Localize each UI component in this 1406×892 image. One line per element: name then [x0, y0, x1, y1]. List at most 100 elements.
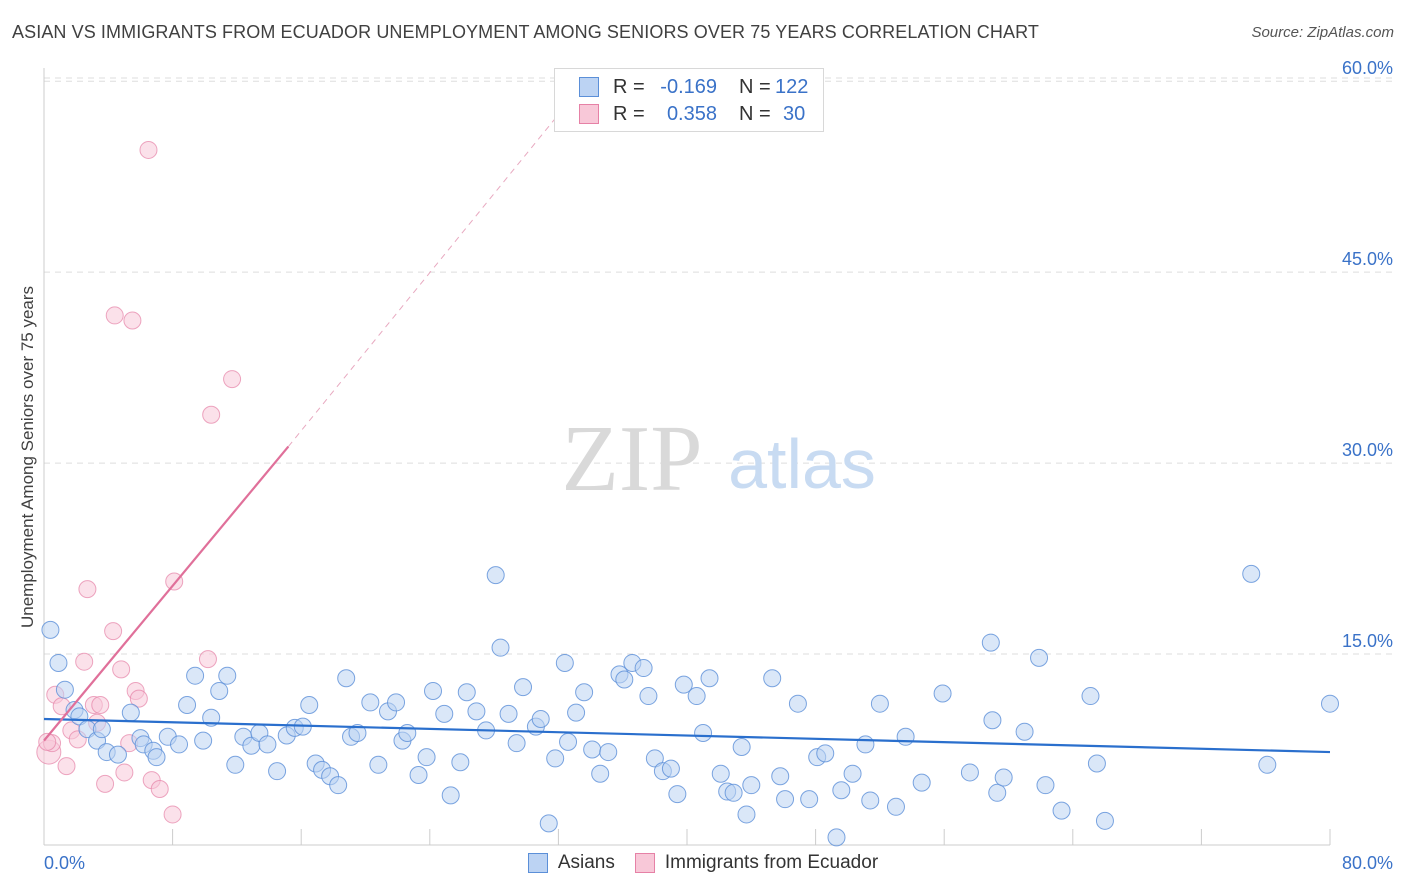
asian-point: [827, 828, 846, 847]
ecuador-point: [198, 650, 217, 669]
n-value: 30: [783, 102, 806, 125]
axis-layer: [43, 68, 1331, 846]
ecuador-point: [163, 805, 182, 824]
ecuador-point: [96, 774, 115, 793]
asian-point: [788, 694, 807, 713]
y-tick-label: 30.0%: [1342, 440, 1393, 460]
grid-layer: [44, 77, 1394, 655]
asian-point: [555, 653, 574, 672]
x-tick-label: 0.0%: [44, 853, 85, 873]
asian-point: [491, 638, 510, 657]
n-label: N =: [739, 75, 771, 98]
legend-row-asians: R = -0.169 N = 122: [579, 75, 808, 99]
asian-point: [170, 735, 189, 754]
asian-point: [329, 776, 348, 795]
asian-point: [1321, 694, 1339, 713]
ecuador-point: [112, 660, 131, 679]
asian-point: [870, 694, 889, 713]
ecuador-point: [150, 779, 169, 798]
n-label: N =: [739, 102, 771, 125]
asian-point: [861, 791, 880, 810]
asian-point: [41, 620, 60, 639]
asian-point: [567, 703, 586, 722]
legend-item-ecuador[interactable]: Immigrants from Ecuador: [634, 852, 879, 874]
ecuador-point: [123, 311, 142, 330]
asian-point: [398, 723, 417, 742]
legend-item-asians[interactable]: Asians: [527, 852, 615, 874]
watermark: ZIP atlas: [562, 407, 876, 511]
asian-point: [559, 732, 578, 751]
asian-point: [417, 748, 436, 767]
asian-point: [210, 681, 229, 700]
asian-point: [674, 675, 693, 694]
asian-point: [599, 743, 618, 762]
asian-point: [361, 693, 380, 712]
ecuador-point: [105, 306, 124, 325]
asian-point: [983, 711, 1002, 730]
asian-point: [1052, 801, 1071, 820]
y-tick-label: 60.0%: [1342, 58, 1393, 78]
legend-label: Immigrants from Ecuador: [664, 852, 879, 873]
asian-point: [1030, 648, 1049, 667]
asian-point: [55, 680, 74, 699]
pink-swatch: [634, 853, 655, 873]
blue-point-layer: [41, 564, 1339, 847]
asian-point: [258, 735, 277, 754]
ecuador-point: [91, 695, 110, 714]
r-label: R =: [613, 102, 645, 125]
ecuador-point: [139, 140, 158, 159]
ecuador-point: [38, 732, 57, 751]
n-value: 122: [775, 75, 809, 98]
asian-point: [147, 748, 166, 767]
asian-point: [700, 669, 719, 688]
asian-point: [194, 731, 213, 750]
asian-point: [300, 695, 319, 714]
asian-point: [435, 704, 454, 723]
pink-swatch: [579, 104, 599, 124]
blue-swatch: [527, 853, 548, 873]
asian-point: [178, 695, 197, 714]
asian-point: [724, 783, 743, 802]
asian-point: [186, 666, 205, 685]
asian-point: [661, 759, 680, 778]
asian-point: [732, 737, 751, 756]
asian-point: [711, 764, 730, 783]
asian-point: [1242, 564, 1261, 583]
blue-swatch: [579, 77, 599, 97]
legend-row-ecuador: R = 0.358 N = 30: [579, 102, 805, 126]
asian-point: [763, 669, 782, 688]
asian-point: [615, 670, 634, 689]
asian-point: [1258, 755, 1277, 774]
asian-point: [1087, 754, 1106, 773]
ecuador-point: [129, 689, 148, 708]
ecuador-point: [223, 370, 242, 389]
asian-point: [591, 764, 610, 783]
asian-point: [816, 744, 835, 763]
ecuador-trendline-extension: [287, 106, 566, 447]
asian-point: [668, 785, 687, 804]
ecuador-point: [57, 757, 76, 776]
asian-point: [1015, 722, 1034, 741]
series-legend: Asians Immigrants from Ecuador: [0, 852, 1406, 874]
asian-point: [856, 735, 875, 754]
ecuador-trendline: [43, 445, 290, 742]
asian-point: [886, 797, 905, 816]
asian-point: [108, 745, 127, 764]
asian-point: [1095, 811, 1114, 830]
asian-point: [457, 683, 476, 702]
asian-point: [575, 683, 594, 702]
asian-point: [92, 720, 111, 739]
asian-point: [896, 727, 915, 746]
asian-point: [499, 704, 518, 723]
asian-point: [981, 633, 1000, 652]
asian-point: [912, 773, 931, 792]
asian-point: [832, 781, 851, 800]
tick-label-layer: 15.0% 30.0% 45.0% 60.0% 0.0% 80.0%: [44, 58, 1393, 873]
asian-point: [694, 723, 713, 742]
watermark-zip: ZIP: [562, 407, 703, 511]
asian-point: [409, 765, 428, 784]
asian-point: [933, 684, 952, 703]
asian-point: [424, 681, 443, 700]
asian-point: [737, 805, 756, 824]
asian-point: [800, 790, 819, 809]
